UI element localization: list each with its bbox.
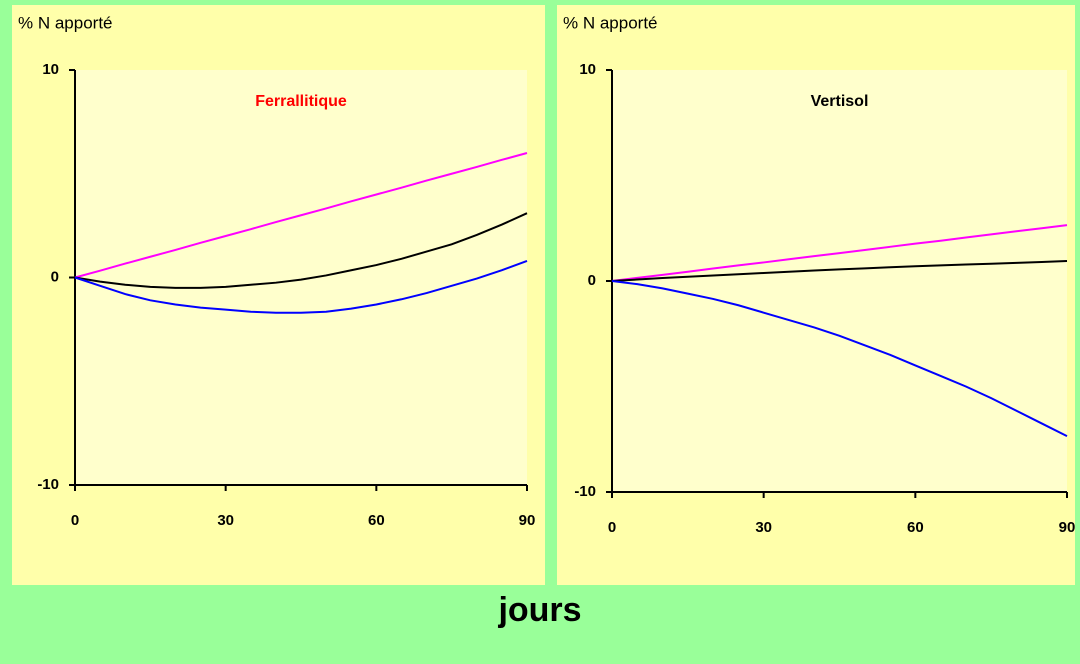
y-axis-label: % N apporté (18, 13, 113, 32)
data-line (74, 259, 528, 314)
y-tick-label: 10 (42, 61, 59, 78)
data-line (74, 212, 528, 289)
data-line (74, 152, 528, 279)
x-axis-label: jours (497, 591, 581, 629)
y-axis-label: % N apporté (563, 13, 658, 32)
y-tick-label: 10 (579, 61, 596, 78)
x-tick-label: 90 (519, 512, 536, 529)
x-tick-label: 60 (368, 512, 385, 529)
chart-title: Ferrallitique (255, 93, 347, 110)
data-line (611, 280, 1068, 437)
x-tick-label: 90 (1059, 519, 1076, 536)
y-tick-label: -10 (574, 483, 596, 500)
x-tick-label: 0 (71, 512, 79, 529)
y-tick-label: -10 (37, 476, 59, 493)
data-line (611, 224, 1068, 282)
data-line (611, 259, 1068, 282)
x-tick-label: 60 (907, 519, 924, 536)
y-tick-label: 0 (51, 268, 59, 285)
plot-area (612, 70, 1067, 492)
x-tick-label: 30 (755, 519, 772, 536)
x-tick-label: 0 (608, 519, 616, 536)
x-tick-label: 30 (217, 512, 234, 529)
y-tick-label: 0 (588, 272, 596, 289)
plot-area (75, 70, 527, 485)
chart-title: Vertisol (811, 93, 869, 110)
